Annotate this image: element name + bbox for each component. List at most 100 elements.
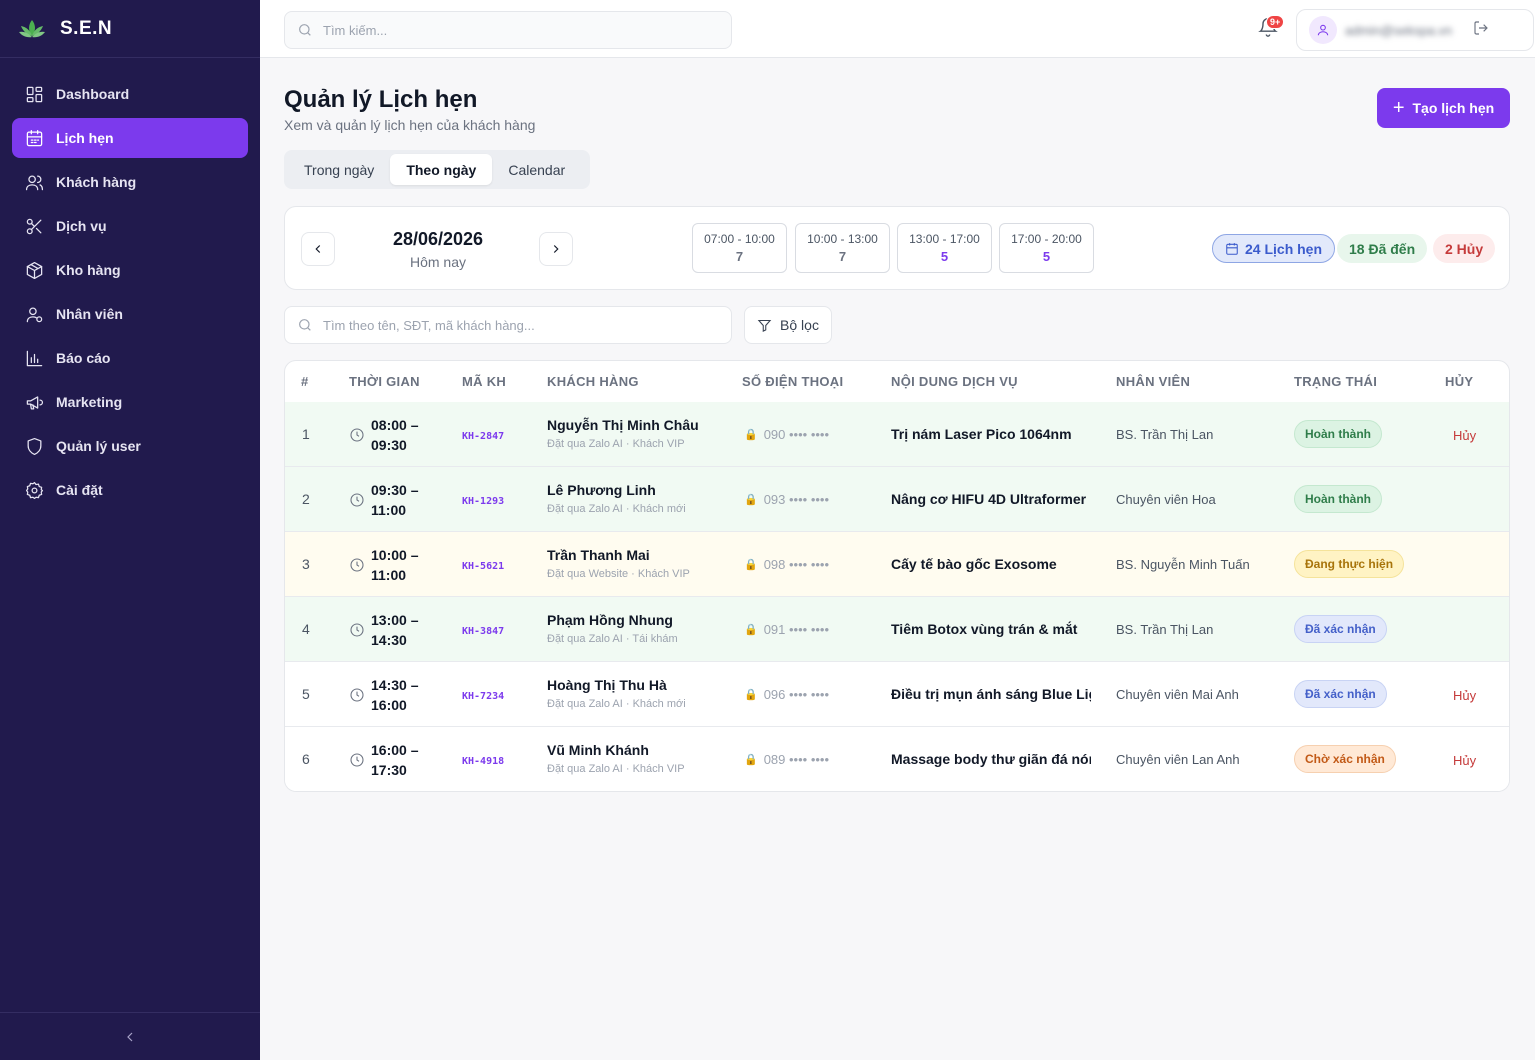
customer-name[interactable]: Lê Phương Linh — [547, 482, 656, 498]
table-header: # THỜI GIAN MÃ KH KHÁCH HÀNG SỐ ĐIỆN THO… — [285, 361, 1509, 403]
tab-calendar[interactable]: Calendar — [508, 161, 566, 178]
sidebar-item-marketing[interactable]: Marketing — [12, 382, 248, 422]
table-row[interactable]: 6 16:00 – 17:30 KH-4918 Vũ Minh Khánh Đặt… — [285, 727, 1509, 791]
time-slot-count: 5 — [1042, 249, 1051, 264]
table-row[interactable]: 5 14:30 – 16:00 KH-7234 Hoàng Thị Thu Hà … — [285, 662, 1509, 727]
filter-button[interactable]: Bộ lọc — [744, 306, 832, 344]
phone-masked: 090 •••• •••• — [763, 427, 830, 442]
table-row[interactable]: 4 13:00 – 14:30 KH-3847 Phạm Hồng Nhung Đ… — [285, 597, 1509, 662]
customer-code[interactable]: KH-7234 — [462, 691, 505, 702]
customer-info: Lê Phương Linh Đặt qua Zalo AI · Khách m… — [547, 482, 686, 515]
customer-info: Vũ Minh Khánh Đặt qua Zalo AI · Khách VI… — [547, 742, 685, 775]
time-start: 13:00 – — [371, 612, 419, 628]
phone-masked: 093 •••• •••• — [763, 492, 830, 507]
status-badge[interactable]: Đã xác nhận — [1294, 615, 1387, 643]
column-header: # — [301, 374, 309, 389]
users-icon — [24, 172, 44, 192]
user-menu[interactable]: admin@sekspa.vn — [1296, 9, 1534, 51]
column-header: MÃ KH — [462, 374, 507, 389]
sidebar-item-user-management[interactable]: Quản lý user — [12, 426, 248, 466]
customer-code[interactable]: KH-4918 — [462, 756, 505, 767]
customer-source: Đặt qua Zalo AI · Khách VIP — [547, 763, 685, 775]
chevron-right-icon — [553, 245, 559, 253]
phone-masked: 089 •••• •••• — [763, 752, 830, 767]
global-search[interactable] — [284, 11, 732, 49]
customer-name[interactable]: Phạm Hồng Nhung — [547, 612, 673, 628]
appointment-search[interactable] — [284, 306, 732, 344]
previous-day-button[interactable] — [301, 232, 335, 266]
service-name: Massage body thư giãn đá nóng — [891, 751, 1091, 767]
customer-code[interactable]: KH-2847 — [462, 431, 505, 442]
service-name: Tiêm Botox vùng trán & mắt — [891, 621, 1078, 637]
customer-phone: 🔒 090 •••• •••• — [744, 427, 829, 442]
status-cell: Hoàn thành — [1294, 485, 1382, 513]
customer-name[interactable]: Trần Thanh Mai — [547, 547, 650, 563]
global-search-input[interactable] — [323, 22, 703, 38]
lock-icon: 🔒 — [744, 624, 758, 636]
customer-info: Nguyễn Thị Minh Châu Đặt qua Zalo AI · K… — [547, 417, 699, 450]
tab-in-day[interactable]: Trong ngày — [304, 161, 375, 178]
status-badge[interactable]: Hoàn thành — [1294, 420, 1382, 448]
customer-code[interactable]: KH-5621 — [462, 561, 505, 572]
cancel-link[interactable]: Hủy — [1453, 753, 1477, 768]
time-end: 09:30 — [371, 437, 407, 453]
table-row[interactable]: 1 08:00 – 09:30 KH-2847 Nguyễn Thị Minh C… — [285, 402, 1509, 467]
scissors-icon — [24, 216, 44, 236]
customer-name[interactable]: Nguyễn Thị Minh Châu — [547, 417, 699, 433]
tab-by-date[interactable]: Theo ngày — [390, 154, 493, 185]
time-slot[interactable]: 10:00 - 13:00 7 — [795, 223, 890, 273]
customer-code[interactable]: KH-3847 — [462, 626, 505, 637]
next-day-button[interactable] — [539, 232, 573, 266]
user-icon — [1317, 24, 1329, 36]
sidebar-item-inventory[interactable]: Kho hàng — [12, 250, 248, 290]
staff-name: Chuyên viên Hoa — [1116, 492, 1216, 507]
create-appointment-button[interactable]: + Tạo lịch hẹn — [1377, 88, 1510, 128]
staff-name: Chuyên viên Lan Anh — [1116, 752, 1240, 767]
time-slot[interactable]: 17:00 - 20:00 5 — [999, 223, 1094, 273]
appointments-table: # THỜI GIAN MÃ KH KHÁCH HÀNG SỐ ĐIỆN THO… — [284, 360, 1510, 792]
sidebar-item-staff[interactable]: Nhân viên — [12, 294, 248, 334]
calendar-icon — [1226, 242, 1238, 255]
notification-badge: 9+ — [1266, 15, 1285, 29]
user-check-icon — [24, 304, 44, 324]
lock-icon: 🔒 — [744, 689, 758, 701]
customer-name[interactable]: Vũ Minh Khánh — [547, 742, 649, 758]
table-row[interactable]: 3 10:00 – 11:00 KH-5621 Trần Thanh Mai Đặ… — [285, 532, 1509, 597]
column-header: NỘI DUNG DỊCH VỤ — [891, 374, 1018, 389]
customer-phone: 🔒 093 •••• •••• — [744, 492, 829, 507]
customer-code[interactable]: KH-1293 — [462, 496, 505, 507]
logout-button[interactable] — [1473, 20, 1489, 41]
cancel-link[interactable]: Hủy — [1453, 688, 1477, 703]
sidebar-item-appointments[interactable]: Lịch hẹn — [12, 118, 248, 158]
time-slot-range: 13:00 - 17:00 — [909, 232, 980, 246]
customer-name[interactable]: Hoàng Thị Thu Hà — [547, 677, 667, 693]
staff-name: BS. Nguyễn Minh Tuấn — [1116, 557, 1250, 572]
clock-icon — [350, 753, 364, 767]
sidebar-item-dashboard[interactable]: Dashboard — [12, 74, 248, 114]
sidebar-item-services[interactable]: Dịch vụ — [12, 206, 248, 246]
status-badge[interactable]: Đang thực hiện — [1294, 550, 1405, 578]
notifications-button[interactable]: 9+ — [1258, 15, 1285, 41]
sidebar-item-customers[interactable]: Khách hàng — [12, 162, 248, 202]
status-badge[interactable]: Hoàn thành — [1294, 485, 1382, 513]
time-slot[interactable]: 13:00 - 17:00 5 — [897, 223, 992, 273]
status-badge[interactable]: Chờ xác nhận — [1294, 745, 1396, 773]
customer-source: Đặt qua Zalo AI · Khách mới — [547, 698, 686, 710]
box-icon — [24, 260, 44, 280]
cancel-link[interactable]: Hủy — [1453, 428, 1477, 443]
sidebar-item-reports[interactable]: Báo cáo — [12, 338, 248, 378]
table-row[interactable]: 2 09:30 – 11:00 KH-1293 Lê Phương Linh Đặ… — [285, 467, 1509, 532]
time-start: 09:30 – — [371, 482, 419, 498]
megaphone-icon — [24, 392, 44, 412]
customer-info: Trần Thanh Mai Đặt qua Website · Khách V… — [547, 547, 690, 580]
status-cell: Hoàn thành — [1294, 420, 1382, 448]
view-tabs: Trong ngày Theo ngày Calendar — [284, 150, 590, 189]
sidebar-item-settings[interactable]: Cài đặt — [12, 470, 248, 510]
brand[interactable]: S.E.N — [0, 0, 260, 58]
time-slot-range: 10:00 - 13:00 — [807, 232, 878, 246]
appointment-time: 16:00 – 17:30 — [349, 740, 418, 780]
time-slot[interactable]: 07:00 - 10:00 7 — [692, 223, 787, 273]
status-badge[interactable]: Đã xác nhận — [1294, 680, 1387, 708]
appointment-search-input[interactable] — [323, 317, 703, 333]
collapse-sidebar-button[interactable] — [0, 1012, 260, 1060]
